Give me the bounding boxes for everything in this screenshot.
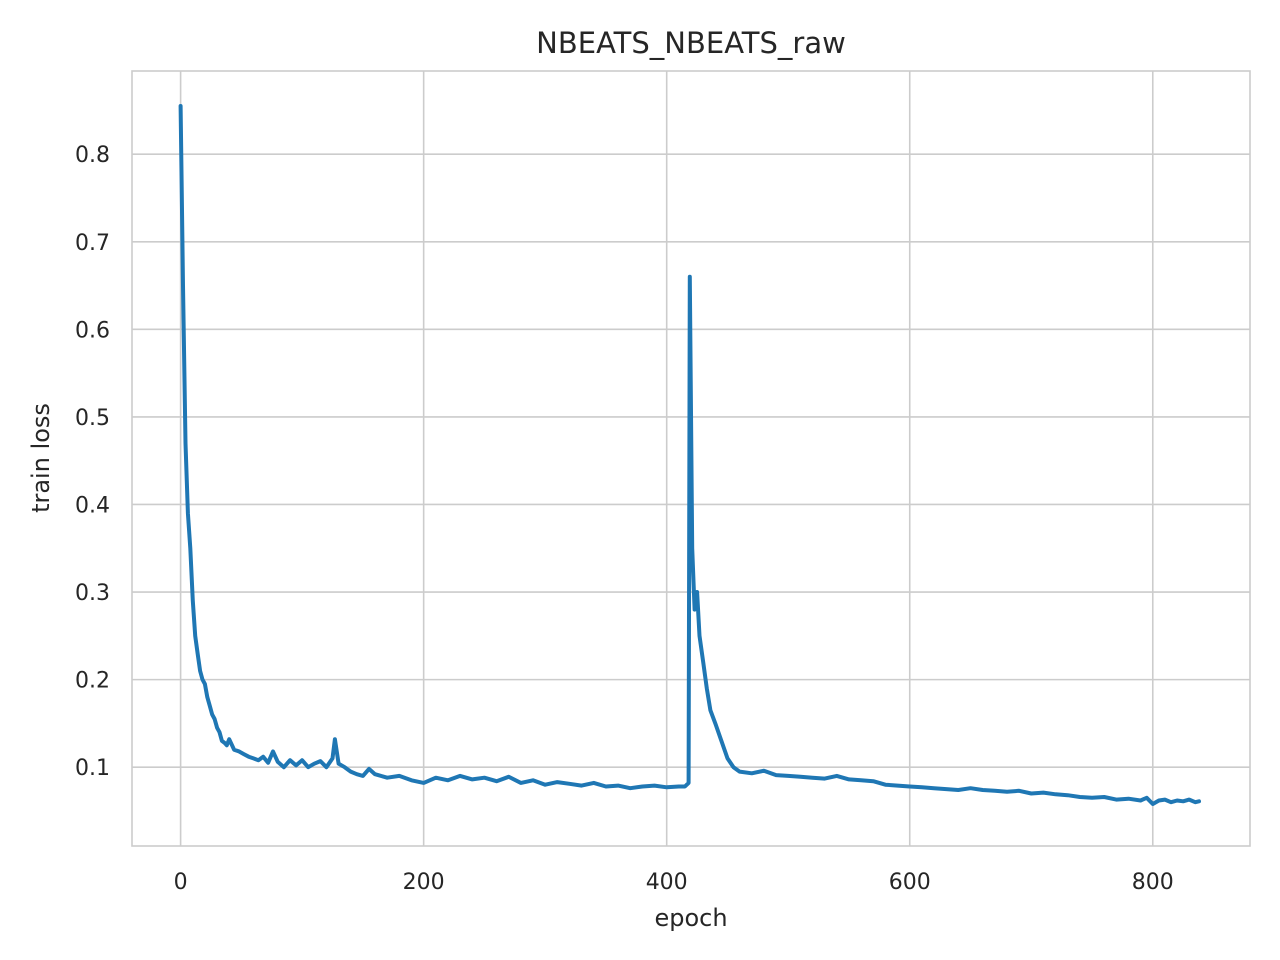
y-tick-label: 0.5 xyxy=(75,406,110,431)
x-tick-label: 600 xyxy=(889,870,931,895)
x-tick-label: 800 xyxy=(1132,870,1174,895)
plot-frame xyxy=(131,70,1251,847)
y-tick-label: 0.2 xyxy=(75,669,110,694)
train-loss-line xyxy=(178,104,1201,806)
x-tick-label: 0 xyxy=(174,870,188,895)
y-tick-label: 0.1 xyxy=(75,756,110,781)
series-layer xyxy=(178,104,1201,806)
y-axis-label: train loss xyxy=(27,403,55,513)
y-tick-labels: 0.1 0.2 0.3 0.4 0.5 0.6 0.7 0.8 xyxy=(75,143,110,781)
y-tick-label: 0.6 xyxy=(75,318,110,343)
x-axis-label: epoch xyxy=(654,904,727,932)
x-tick-label: 200 xyxy=(403,870,445,895)
chart-title: NBEATS_NBEATS_raw xyxy=(536,26,846,60)
y-tick-label: 0.8 xyxy=(75,143,110,168)
x-tick-labels: 0 200 400 600 800 xyxy=(174,870,1174,895)
x-tick-label: 400 xyxy=(646,870,688,895)
y-tick-label: 0.7 xyxy=(75,231,110,256)
y-tick-label: 0.3 xyxy=(75,581,110,606)
y-tick-label: 0.4 xyxy=(75,493,110,518)
